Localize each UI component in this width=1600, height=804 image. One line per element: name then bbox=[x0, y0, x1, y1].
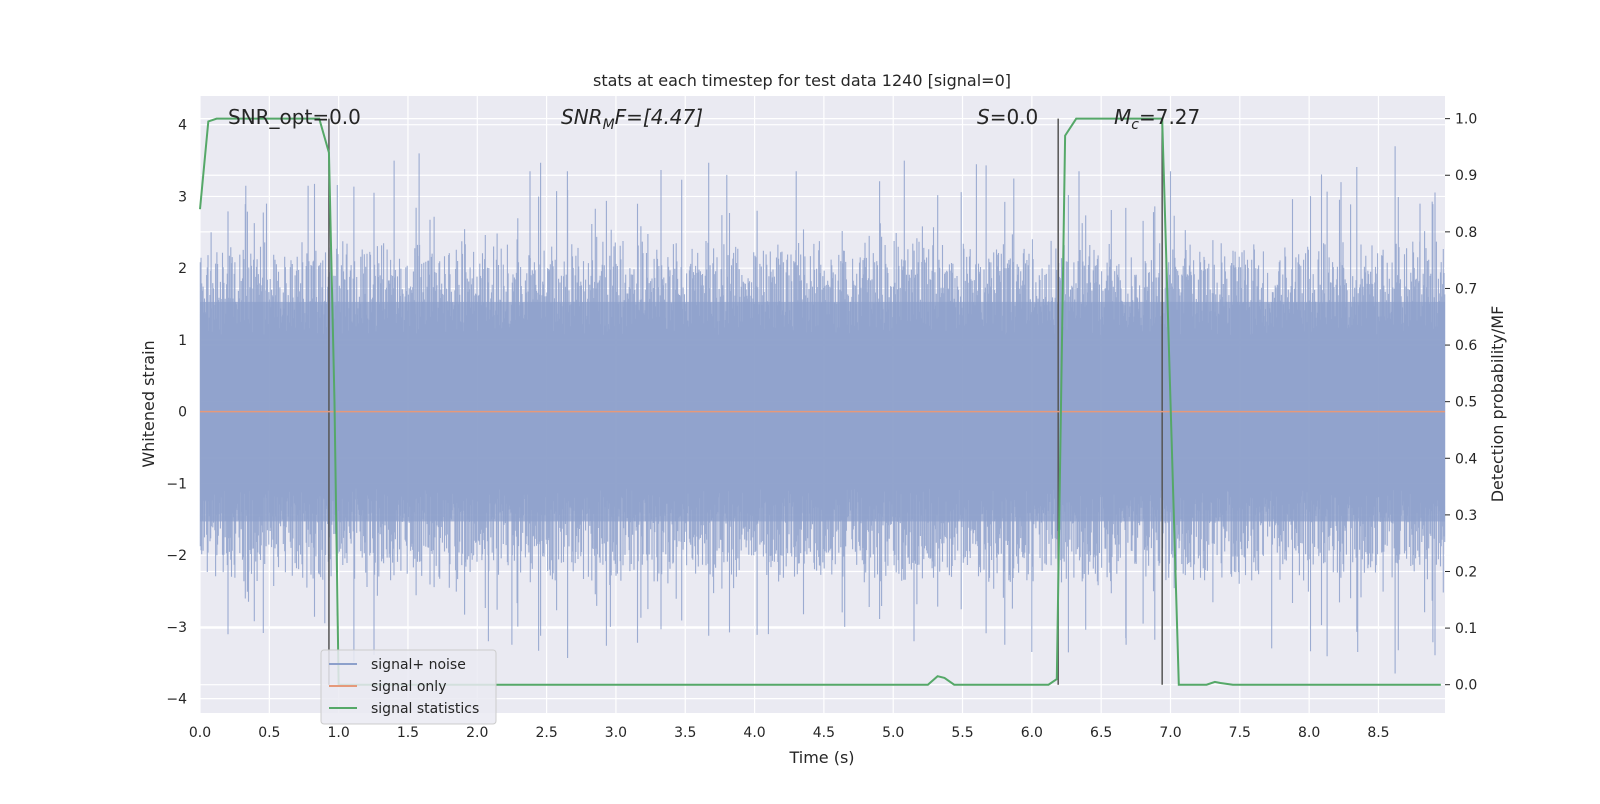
x-tick-label: 4.0 bbox=[743, 725, 765, 741]
y-left-tick-label: 2 bbox=[178, 261, 187, 277]
annotation-s: S=0.0 bbox=[977, 105, 1038, 129]
annotation-snr-mf-sub: M bbox=[603, 117, 615, 133]
x-axis-label: Time (s) bbox=[788, 748, 854, 767]
y-right-tick-label: 0.3 bbox=[1455, 508, 1477, 524]
y-left-tick-label: −2 bbox=[166, 548, 187, 564]
y-right-tick-label: 0.9 bbox=[1455, 168, 1477, 184]
annotation-s-rest: =0.0 bbox=[990, 105, 1039, 129]
annotation-snr-mf-main: SNR bbox=[561, 105, 603, 129]
annotation-snr-opt: SNR_opt=0.0 bbox=[228, 105, 361, 129]
x-tick-label: 8.0 bbox=[1298, 725, 1320, 741]
y-left-tick-label: 0 bbox=[178, 405, 187, 421]
y-right-tick-label: 0.5 bbox=[1455, 395, 1477, 411]
y-right-tick-label: 0.1 bbox=[1455, 621, 1477, 637]
annotation-snr-mf: SNRMF=[4.47] bbox=[561, 105, 703, 133]
legend-label-signal-statistics: signal statistics bbox=[371, 701, 479, 717]
x-tick-label: 3.0 bbox=[605, 725, 627, 741]
y-left-tick-label: 3 bbox=[178, 189, 187, 205]
y-left-tick-label: 4 bbox=[178, 118, 187, 134]
x-tick-label: 5.5 bbox=[951, 725, 973, 741]
x-tick-label: 2.0 bbox=[466, 725, 488, 741]
x-tick-label: 1.0 bbox=[328, 725, 350, 741]
x-tick-label: 0.5 bbox=[258, 725, 280, 741]
y-right-tick-label: 0.0 bbox=[1455, 678, 1477, 694]
annotation-mc-sub: c bbox=[1131, 117, 1139, 133]
x-tick-label: 7.0 bbox=[1159, 725, 1181, 741]
x-tick-label: 5.0 bbox=[882, 725, 904, 741]
legend: signal+ noise signal only signal statist… bbox=[320, 649, 497, 725]
legend-label-signal-noise: signal+ noise bbox=[371, 657, 466, 673]
x-tick-label: 3.5 bbox=[674, 725, 696, 741]
y-left-tick-label: 1 bbox=[178, 333, 187, 349]
x-tick-label: 7.5 bbox=[1229, 725, 1251, 741]
y-axis-label-right: Detection probability/MF bbox=[1488, 306, 1507, 503]
y-left-tick-label: −3 bbox=[166, 620, 187, 636]
x-tick-label: 2.5 bbox=[535, 725, 557, 741]
chart-title: stats at each timestep for test data 124… bbox=[593, 71, 1011, 90]
y-right-tick-label: 0.2 bbox=[1455, 564, 1477, 580]
y-axis-label-left: Whitened strain bbox=[139, 340, 158, 467]
x-tick-label: 0.0 bbox=[189, 725, 211, 741]
annotation-s-main: S bbox=[977, 105, 990, 129]
x-tick-label: 6.5 bbox=[1090, 725, 1112, 741]
y-right-tick-label: 0.4 bbox=[1455, 451, 1477, 467]
tick-labels: 0.0 0.5 1.0 1.5 2.0 2.5 3.0 3.5 4.0 4.5 5.0 5.5 6.0 6… bbox=[166, 112, 1477, 741]
y-right-tick-label: 1.0 bbox=[1455, 112, 1477, 128]
annotation-mc: Mc=7.27 bbox=[1114, 105, 1200, 133]
y-left-tick-label: −1 bbox=[166, 476, 187, 492]
y-right-tick-label: 0.8 bbox=[1455, 225, 1477, 241]
annotation-mc-rest: =7.27 bbox=[1139, 105, 1200, 129]
legend-label-signal-only: signal only bbox=[371, 679, 446, 695]
signal-statistics-line bbox=[199, 117, 1441, 686]
x-tick-label: 1.5 bbox=[397, 725, 419, 741]
x-tick-label: 6.0 bbox=[1021, 725, 1043, 741]
legend-box bbox=[320, 649, 497, 725]
annotation-mc-main: M bbox=[1114, 105, 1131, 129]
annotation-snr-mf-rest: F=[4.47] bbox=[615, 105, 703, 129]
x-tick-label: 4.5 bbox=[813, 725, 835, 741]
y-right-tick-label: 0.7 bbox=[1455, 281, 1477, 297]
y-left-tick-label: −4 bbox=[166, 692, 187, 708]
x-tick-label: 8.5 bbox=[1367, 725, 1389, 741]
y-right-tick-label: 0.6 bbox=[1455, 338, 1477, 354]
line-series bbox=[199, 117, 1445, 686]
